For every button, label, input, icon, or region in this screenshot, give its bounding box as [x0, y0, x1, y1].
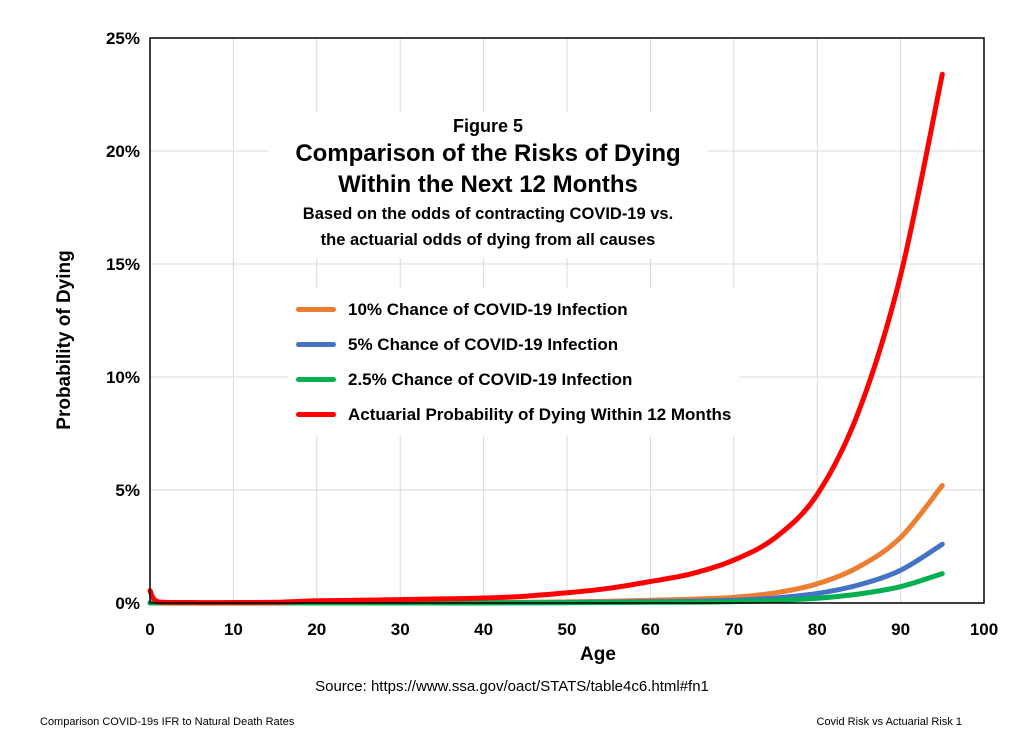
plot-area-border [149, 37, 985, 604]
y-tick-label: 15% [106, 255, 140, 274]
chart-legend: 10% Chance of COVID-19 Infection 5% Chan… [288, 288, 740, 436]
y-tick-label: 5% [115, 481, 140, 500]
legend-label: 2.5% Chance of COVID-19 Infection [348, 369, 633, 389]
series-line-orange [147, 483, 945, 606]
chart-subtitle-line-2: the actuarial odds of dying from all cau… [320, 231, 656, 249]
legend-swatch-orange [296, 307, 336, 312]
footer-right-text: Covid Risk vs Actuarial Risk 1 [816, 716, 963, 728]
legend-label: Actuarial Probability of Dying Within 12… [348, 404, 732, 424]
legend-swatch-blue [296, 342, 336, 347]
legend-swatch-red [296, 412, 336, 417]
legend-item-red: Actuarial Probability of Dying Within 12… [296, 397, 731, 432]
x-tick-label: 50 [558, 620, 577, 639]
y-tick-label: 0% [115, 594, 140, 613]
axis-ticks: 0 10 20 30 40 50 60 70 80 90 100 0% 5% 10% 15% 20% 25% [106, 29, 998, 639]
x-tick-label: 40 [474, 620, 493, 639]
y-axis-title: Probability of Dying [54, 250, 75, 429]
series-line-green [147, 571, 945, 606]
legend-label: 10% Chance of COVID-19 Infection [348, 299, 628, 319]
legend-item-blue: 5% Chance of COVID-19 Infection [296, 327, 731, 362]
legend-swatch-green [296, 377, 336, 382]
x-tick-label: 80 [808, 620, 827, 639]
chart-title-line-1: Comparison of the Risks of Dying [295, 140, 681, 167]
x-tick-label: 70 [724, 620, 743, 639]
x-tick-label: 60 [641, 620, 660, 639]
x-tick-label: 100 [970, 620, 998, 639]
source-note: Source: https://www.ssa.gov/oact/STATS/t… [315, 678, 709, 695]
x-tick-label: 30 [391, 620, 410, 639]
legend-label: 5% Chance of COVID-19 Infection [348, 334, 619, 354]
chart-subtitle-line-1: Based on the odds of contracting COVID-1… [302, 205, 674, 223]
legend-item-orange: 10% Chance of COVID-19 Infection [296, 292, 731, 327]
chart-title-line-2: Within the Next 12 Months [338, 171, 638, 198]
y-tick-label: 20% [106, 142, 140, 161]
x-tick-label: 20 [307, 620, 326, 639]
x-tick-label: 0 [145, 620, 154, 639]
figure-number: Figure 5 [452, 116, 523, 136]
legend-item-green: 2.5% Chance of COVID-19 Infection [296, 362, 731, 397]
x-tick-label: 90 [891, 620, 910, 639]
chart-title-box: Figure 5 Comparison of the Risks of Dyin… [268, 112, 708, 258]
y-tick-label: 10% [106, 368, 140, 387]
footer-left-text: Comparison COVID-19s IFR to Natural Deat… [40, 716, 295, 728]
y-tick-label: 25% [106, 29, 140, 48]
x-axis-title: Age [580, 644, 616, 665]
x-tick-label: 10 [224, 620, 243, 639]
